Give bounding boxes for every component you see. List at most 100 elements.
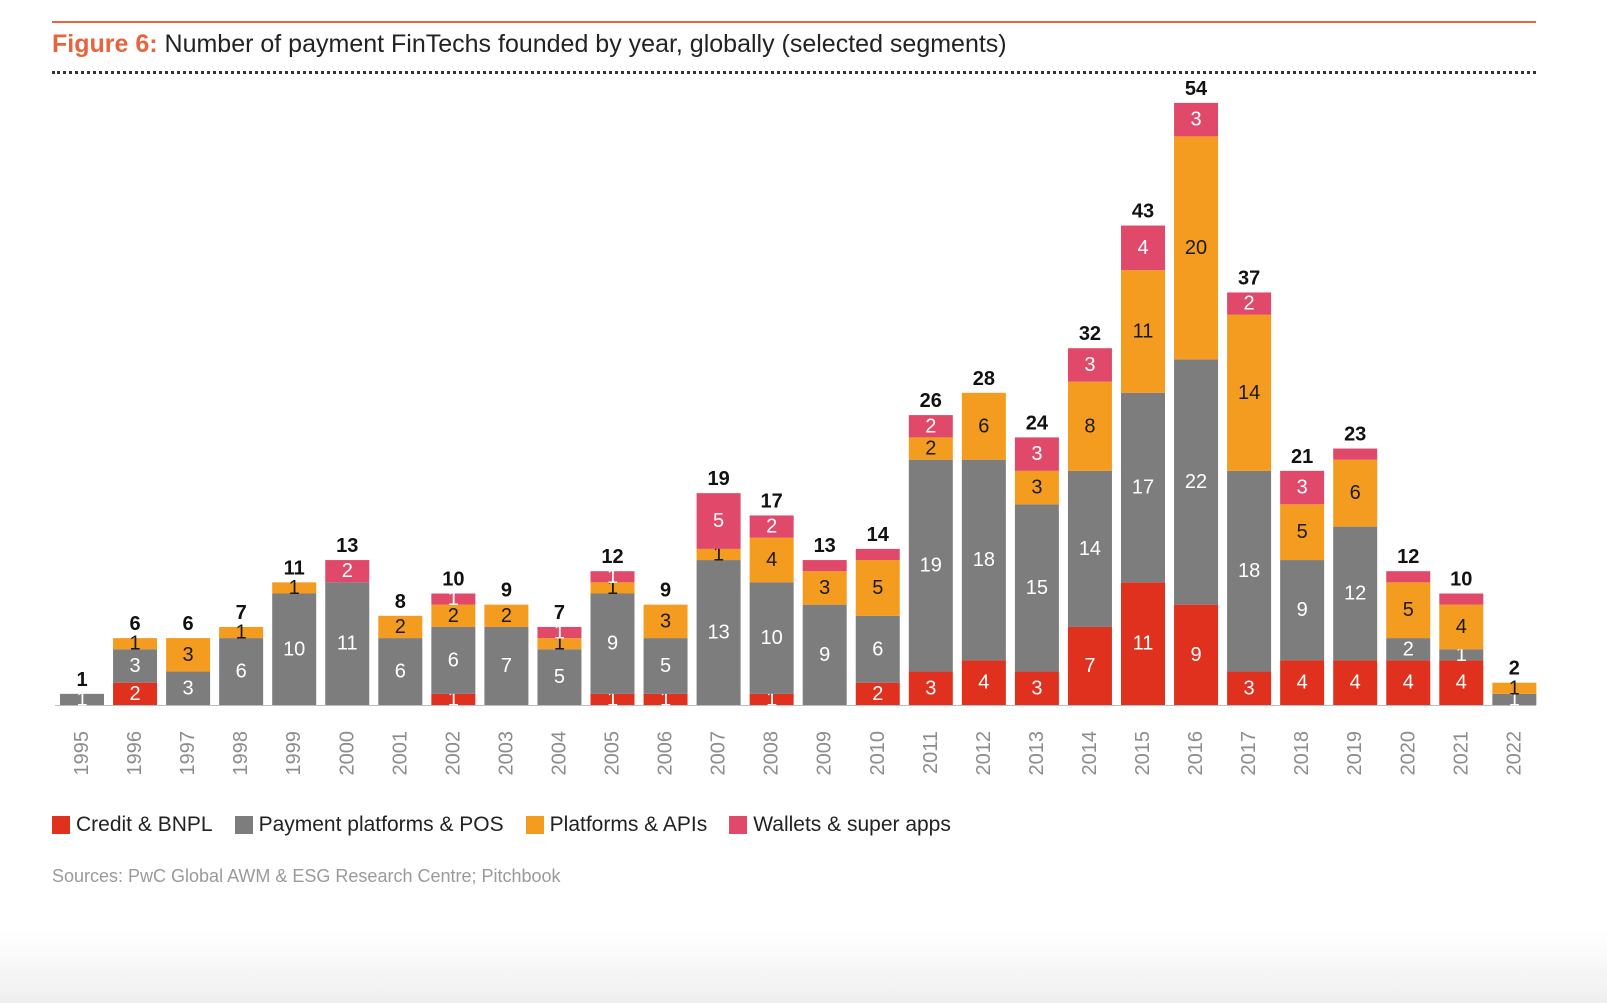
bar-segment-payment-platforms-and-pos-2002 bbox=[431, 626, 476, 694]
total-label-2018: 21 bbox=[1291, 446, 1313, 468]
value-label-credit-and-bnpl-2014: 7 bbox=[1084, 655, 1095, 677]
value-label-platforms-and-apis-2014: 8 bbox=[1084, 415, 1095, 437]
value-label-wallets-and-super-apps-2007: 5 bbox=[713, 510, 724, 532]
total-label-1998: 7 bbox=[236, 602, 247, 624]
bar-segment-payment-platforms-and-pos-2017 bbox=[1227, 470, 1272, 672]
total-label-2019: 23 bbox=[1344, 424, 1366, 446]
x-tick-label-2005: 2005 bbox=[602, 731, 624, 776]
value-label-payment-platforms-and-pos-1997: 3 bbox=[183, 677, 194, 699]
total-label-1997: 6 bbox=[183, 613, 194, 635]
bar-segment-payment-platforms-and-pos-2005 bbox=[590, 593, 635, 694]
total-label-2007: 19 bbox=[707, 468, 729, 490]
x-tick-label-2019: 2019 bbox=[1344, 731, 1366, 776]
value-label-platforms-and-apis-2007: 1 bbox=[713, 543, 724, 565]
bar-segment-wallets-and-super-apps-2014 bbox=[1067, 348, 1112, 382]
x-tick-label-2015: 2015 bbox=[1132, 731, 1154, 776]
x-tick-label-2010: 2010 bbox=[867, 731, 889, 776]
bar-segment-platforms-and-apis-2014 bbox=[1067, 381, 1112, 471]
value-label-credit-and-bnpl-2019: 4 bbox=[1350, 672, 1361, 694]
value-label-payment-platforms-and-pos-2010: 6 bbox=[872, 638, 883, 660]
bar-segment-platforms-and-apis-2010 bbox=[855, 560, 900, 616]
bottom-fade bbox=[0, 930, 1607, 1003]
value-label-platforms-and-apis-2017: 14 bbox=[1238, 382, 1260, 404]
value-label-platforms-and-apis-2013: 3 bbox=[1031, 477, 1042, 499]
value-label-platforms-and-apis-2009: 3 bbox=[819, 577, 830, 599]
x-tick-label-2014: 2014 bbox=[1079, 731, 1101, 776]
source-note: Sources: PwC Global AWM & ESG Research C… bbox=[52, 866, 561, 886]
value-label-payment-platforms-and-pos-2021: 1 bbox=[1456, 644, 1467, 666]
bar-segment-payment-platforms-and-pos-2019 bbox=[1333, 526, 1378, 661]
bar-segment-payment-platforms-and-pos-2012 bbox=[961, 459, 1006, 661]
value-label-payment-platforms-and-pos-2005: 9 bbox=[607, 633, 618, 655]
bar-segment-payment-platforms-and-pos-1999 bbox=[272, 593, 317, 705]
value-label-credit-and-bnpl-2002: 1 bbox=[448, 688, 459, 710]
value-label-platforms-and-apis-2006: 3 bbox=[660, 610, 671, 632]
value-label-platforms-and-apis-2019: 6 bbox=[1350, 482, 1361, 504]
bar-segment-payment-platforms-and-pos-2011 bbox=[908, 459, 953, 672]
value-label-payment-platforms-and-pos-1998: 6 bbox=[236, 661, 247, 683]
legend-swatch-wallets-and-super-apps bbox=[729, 816, 748, 834]
value-label-payment-platforms-and-pos-2008: 10 bbox=[761, 627, 783, 649]
total-label-2003: 9 bbox=[501, 580, 512, 602]
x-tick-label-2016: 2016 bbox=[1185, 731, 1207, 776]
total-label-2016: 54 bbox=[1185, 78, 1208, 100]
value-label-payment-platforms-and-pos-2009: 9 bbox=[819, 644, 830, 666]
bar-segment-payment-platforms-and-pos-2016 bbox=[1174, 359, 1219, 605]
total-label-2002: 10 bbox=[442, 569, 464, 591]
bar-segment-credit-and-bnpl-2011 bbox=[908, 671, 953, 705]
value-label-platforms-and-apis-1998: 1 bbox=[236, 622, 247, 644]
bar-segment-credit-and-bnpl-2006 bbox=[643, 693, 688, 705]
total-label-2014: 32 bbox=[1079, 323, 1101, 345]
bar-segment-payment-platforms-and-pos-2007 bbox=[696, 560, 741, 705]
bar-segment-wallets-and-super-apps-2016 bbox=[1174, 102, 1219, 137]
value-label-payment-platforms-and-pos-1995: 1 bbox=[76, 688, 87, 710]
total-label-2017: 37 bbox=[1238, 267, 1260, 289]
legend-item-payment-platforms-and-pos: Payment platforms & POS bbox=[234, 813, 504, 837]
bar-segment-credit-and-bnpl-2016 bbox=[1174, 604, 1219, 705]
total-label-2020: 12 bbox=[1397, 546, 1419, 568]
x-tick-label-2007: 2007 bbox=[708, 731, 730, 776]
value-label-payment-platforms-and-pos-2016: 22 bbox=[1185, 471, 1207, 493]
bar-segment-payment-platforms-and-pos-2014 bbox=[1067, 470, 1112, 627]
x-tick-label-2008: 2008 bbox=[761, 731, 783, 776]
bar-segment-payment-platforms-and-pos-2003 bbox=[484, 626, 529, 705]
value-label-payment-platforms-and-pos-2007: 13 bbox=[707, 622, 729, 644]
value-label-platforms-and-apis-2022: 1 bbox=[1509, 677, 1520, 699]
bar-segment-wallets-and-super-apps-2011 bbox=[908, 415, 953, 438]
total-label-2009: 13 bbox=[814, 535, 836, 557]
bar-segment-wallets-and-super-apps-2017 bbox=[1227, 292, 1272, 315]
total-label-1996: 6 bbox=[129, 613, 140, 635]
value-label-credit-and-bnpl-2005: 1 bbox=[607, 688, 618, 710]
bar-segment-platforms-and-apis-2018 bbox=[1280, 504, 1325, 561]
bar-segment-credit-and-bnpl-2002 bbox=[431, 693, 476, 705]
total-label-2013: 24 bbox=[1026, 412, 1049, 434]
bar-segment-payment-platforms-and-pos-1997 bbox=[166, 671, 211, 705]
bar-segment-payment-platforms-and-pos-2004 bbox=[537, 649, 582, 705]
value-label-payment-platforms-and-pos-2019: 12 bbox=[1344, 583, 1366, 605]
bar-segment-payment-platforms-and-pos-2018 bbox=[1280, 560, 1325, 661]
value-label-wallets-and-super-apps-2002: 1 bbox=[448, 588, 459, 610]
figure-title-text: Number of payment FinTechs founded by ye… bbox=[157, 30, 1007, 58]
value-label-payment-platforms-and-pos-2022: 1 bbox=[1509, 688, 1520, 710]
total-label-2005: 12 bbox=[601, 546, 623, 568]
total-label-1999: 11 bbox=[284, 557, 305, 579]
x-tick-label-2017: 2017 bbox=[1238, 731, 1260, 776]
bar-segment-platforms-and-apis-2003 bbox=[484, 604, 529, 627]
bar-segment-credit-and-bnpl-2021 bbox=[1439, 660, 1484, 705]
total-label-1995: 1 bbox=[76, 669, 87, 691]
value-label-platforms-and-apis-2011: 2 bbox=[925, 438, 936, 460]
bar-segment-wallets-and-super-apps-2007 bbox=[696, 493, 741, 549]
value-label-platforms-and-apis-2008: 4 bbox=[766, 549, 777, 571]
bar-segment-platforms-and-apis-2008 bbox=[749, 537, 794, 583]
bar-segment-payment-platforms-and-pos-2013 bbox=[1014, 504, 1059, 672]
bar-segment-wallets-and-super-apps-2002 bbox=[431, 593, 476, 605]
x-tick-label-2012: 2012 bbox=[973, 731, 995, 776]
total-label-2015: 43 bbox=[1132, 201, 1154, 223]
legend-swatch-payment-platforms-and-pos bbox=[234, 816, 253, 834]
value-label-payment-platforms-and-pos-2001: 6 bbox=[395, 661, 406, 683]
bar-segment-payment-platforms-and-pos-2008 bbox=[749, 582, 794, 694]
bar-segment-credit-and-bnpl-2014 bbox=[1067, 626, 1112, 705]
bar-segment-credit-and-bnpl-2012 bbox=[961, 660, 1006, 705]
stacked-bar-chart: 1119952316199633619976171998101111999112… bbox=[55, 78, 1537, 776]
value-label-platforms-and-apis-2020: 5 bbox=[1403, 599, 1414, 621]
